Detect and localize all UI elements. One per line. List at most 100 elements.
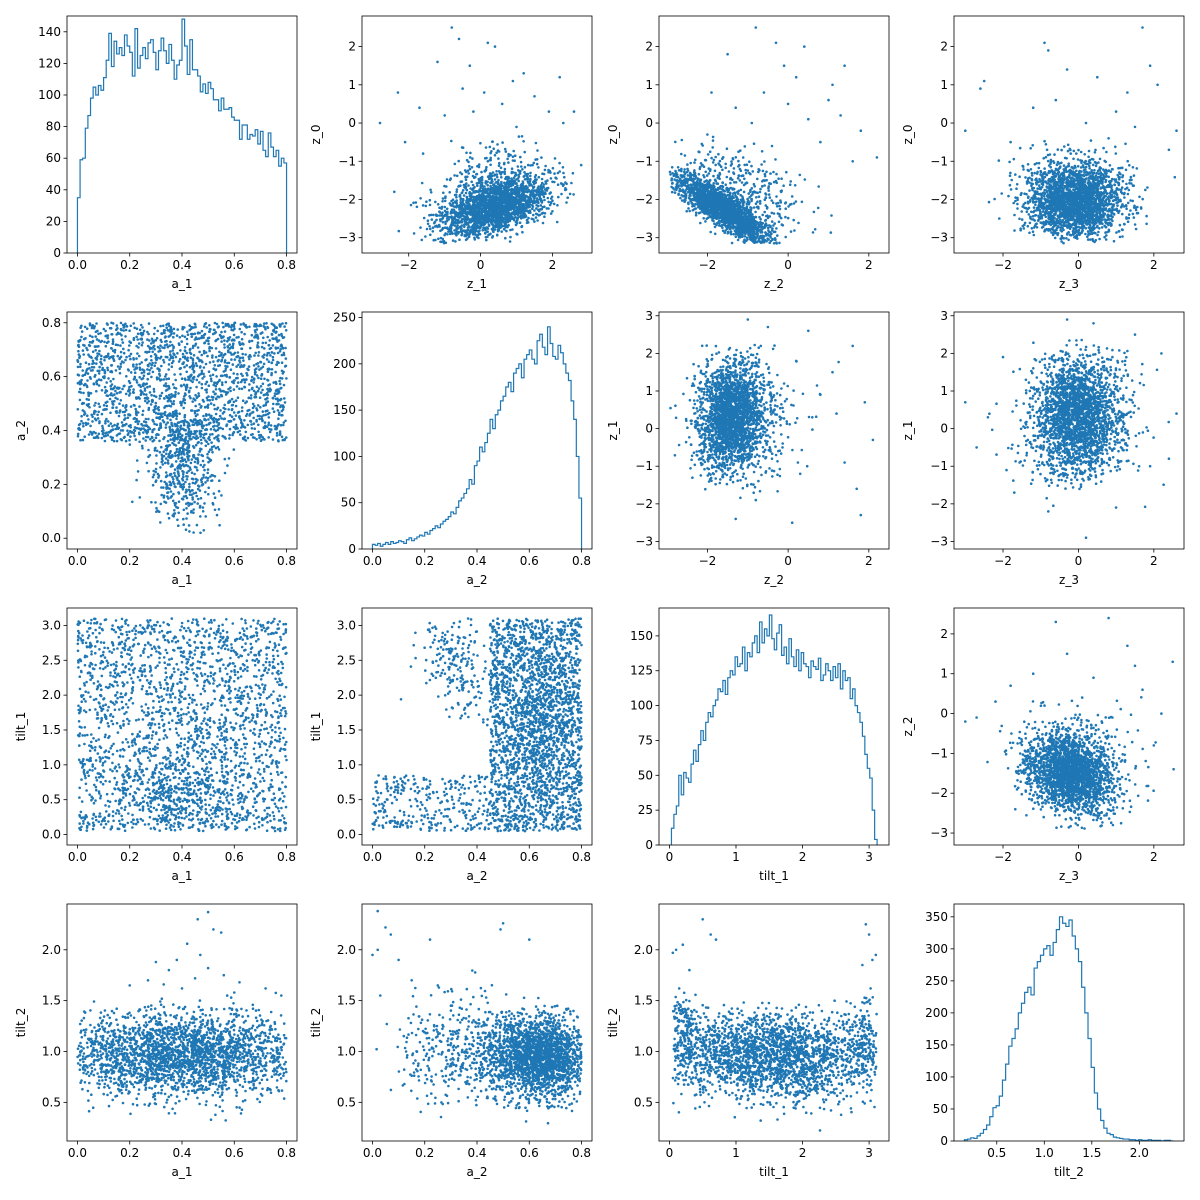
scatter-outlier-point [522,72,525,75]
scatter-point [498,185,501,189]
scatter-point [545,187,549,190]
scatter-point [754,226,757,230]
scatter-point [568,192,572,196]
scatter-point [528,199,532,203]
scatter-point [472,210,475,213]
y-tick-label: 60 [46,151,61,165]
scatter-point [520,192,524,196]
scatter-point [506,205,509,209]
scatter-point [486,189,489,192]
scatter-point [549,212,553,215]
scatter-point [545,189,549,192]
scatter-point [794,200,798,203]
scatter-point [753,239,757,243]
scatter-point [721,181,724,184]
scatter-point [484,191,488,195]
scatter-point [557,195,560,199]
scatter-point [486,230,489,233]
scatter-point [433,220,437,224]
scatter-point [510,207,513,210]
scatter-point [522,140,525,143]
scatter-point [705,202,709,206]
scatter-point [528,195,532,199]
scatter-point [471,183,475,187]
scatter-point [700,182,704,186]
scatter-point [760,185,764,188]
scatter-outlier-point [774,41,778,45]
scatter-point [538,192,541,195]
y-tick-label: 20 [46,214,61,228]
scatter-point [504,150,508,153]
scatter-point [736,176,740,180]
scatter-point [751,170,755,173]
scatter-point [689,173,692,176]
scatter-point [549,201,553,204]
scatter-point [553,172,556,175]
scatter-point [450,210,453,213]
scatter-point [467,184,470,187]
scatter-point [454,193,458,197]
scatter-point [749,190,752,194]
scatter-point [740,209,743,213]
scatter-point [776,212,780,215]
scatter-point [733,191,737,195]
scatter-point [526,186,529,190]
scatter-point [453,224,457,227]
scatter-point [731,157,735,161]
scatter-point [495,233,499,237]
scatter-point [522,188,526,191]
scatter-point [518,221,522,224]
scatter-point [747,220,751,223]
scatter-point [723,205,727,209]
scatter-outlier-point [558,75,561,79]
scatter-point [468,164,471,168]
scatter-point [469,151,472,155]
scatter-point [694,188,697,191]
scatter-point [699,211,702,214]
scatter-point [771,238,774,241]
scatter-outlier-point [819,140,822,144]
scatter-outlier-point [396,91,400,94]
scatter-point [478,229,481,233]
scatter-point [752,215,755,219]
scatter-point [446,210,449,214]
scatter-point [548,192,551,195]
scatter-point [497,219,500,222]
scatter-point [468,167,472,171]
scatter-point [684,189,687,192]
scatter-point [510,170,514,174]
scatter-point [438,214,442,217]
scatter-point [499,225,503,229]
scatter-outlier-point [579,163,583,167]
scatter-point [488,209,491,212]
x-tick-label: 0 [477,258,485,272]
scatter-point [709,200,713,203]
scatter-point [429,233,432,237]
scatter-point [770,220,774,223]
scatter-point [516,198,519,202]
scatter-point [514,196,517,199]
scatter-point [558,170,561,173]
scatter-point [521,230,524,234]
scatter-point [716,182,720,185]
scatter-point [455,188,459,191]
scatter-point [680,152,683,156]
scatter-point [778,204,781,208]
scatter-point [477,194,480,198]
x-tick-label: 0.4 [172,258,191,272]
scatter-point [509,213,513,217]
scatter-point [709,195,712,199]
scatter-point [469,192,473,196]
scatter-point [516,217,519,221]
scatter-point [729,209,732,212]
scatter-point [711,139,715,142]
scatter-points [964,26,1178,245]
scatter-point [537,166,540,169]
scatter-point [775,172,778,176]
scatter-point [695,180,699,183]
scatter-point [750,206,753,210]
scatter-point [670,166,674,169]
scatter-point [536,149,539,152]
scatter-point [745,202,749,206]
scatter-point [750,198,753,201]
